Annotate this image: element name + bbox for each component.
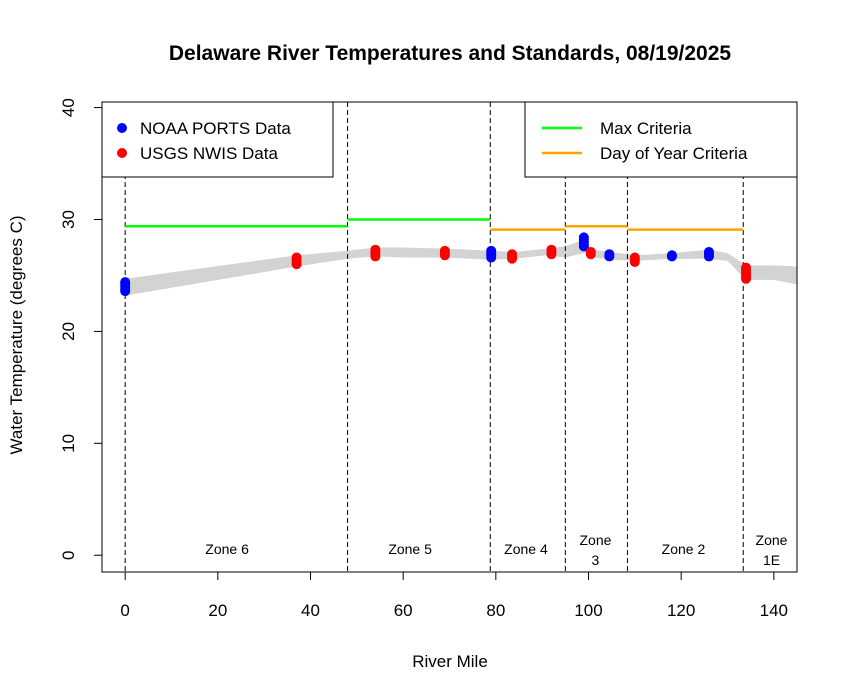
zone-label-1: Zone 5 [388,541,432,557]
noaa-ports-point-4 [120,277,131,288]
x-axis-label: River Mile [412,652,488,671]
zone-label-0: Zone 6 [205,541,249,557]
noaa-ports-point-17 [666,250,677,261]
legend-marker-noaa [117,123,127,133]
legend-label-day-of-year-criteria: Day of Year Criteria [600,144,748,163]
x-tick-label-4: 80 [486,601,505,620]
x-tick-label-0: 0 [120,601,129,620]
x-tick-label-1: 20 [208,601,227,620]
usgs-nwis-point-21 [629,252,640,263]
temperature-range-band [125,239,797,296]
plot-area: Zone 6 Zone 5 Zone 4 Zone 3 Zone 2 Zone 1E [120,102,797,572]
x-tick-label-3: 60 [394,601,413,620]
y-tick-label-0: 0 [59,550,78,559]
chart-title: Delaware River Temperatures and Standard… [169,42,732,65]
legend-criteria: Max Criteria Day of Year Criteria [524,101,798,178]
usgs-nwis-point-18 [585,246,596,257]
legend-label-max-criteria: Max Criteria [600,119,692,138]
usgs-nwis-point-7 [370,244,381,255]
noaa-ports-point-8 [486,245,497,256]
x-tick-label-7: 140 [760,601,788,620]
zone-boundary-lines [124,102,744,572]
legend-data-sources: NOAA PORTS Data USGS NWIS Data [101,101,334,178]
y-axis-label: Water Temperature (degrees C) [7,215,26,454]
usgs-nwis-point-3 [291,252,302,263]
legend-marker-usgs [117,148,127,158]
noaa-ports-point-20 [703,246,714,257]
usgs-nwis-point-10 [439,245,450,256]
y-tick-label-4: 40 [59,98,78,117]
usgs-nwis-point-13 [507,249,518,260]
noaa-ports-point-15 [604,249,615,260]
y-tick-label-3: 30 [59,210,78,229]
zone-label-5-line-1: 1E [763,552,780,568]
noaa-ports-point-13 [578,232,589,243]
zone-labels: Zone 6 Zone 5 Zone 4 Zone 3 Zone 2 Zone 1E [205,532,787,568]
x-tick-label-2: 40 [301,601,320,620]
data-points [120,232,752,297]
zone-label-4: Zone 2 [662,541,706,557]
zone-label-3-line-1: 3 [592,552,600,568]
x-axis: 0 20 40 60 80 100 120 140 [120,571,788,620]
zone-label-5-line-0: Zone [756,532,788,548]
usgs-nwis-point-27 [741,262,752,273]
x-tick-label-5: 100 [574,601,602,620]
y-axis: 0 10 20 30 40 [59,98,103,560]
x-tick-label-6: 120 [667,601,695,620]
legend-label-noaa: NOAA PORTS Data [140,119,291,138]
y-tick-label-1: 10 [59,434,78,453]
legend-left-box [101,101,334,178]
zone-label-2: Zone 4 [504,541,548,557]
legend-label-usgs: USGS NWIS Data [140,144,278,163]
temperature-range-band-layer [125,239,797,296]
y-tick-label-2: 20 [59,322,78,341]
zone-label-3-line-0: Zone [579,532,611,548]
legend-right-box [524,101,798,178]
criteria-lines [125,218,744,231]
usgs-nwis-point-16 [546,244,557,255]
